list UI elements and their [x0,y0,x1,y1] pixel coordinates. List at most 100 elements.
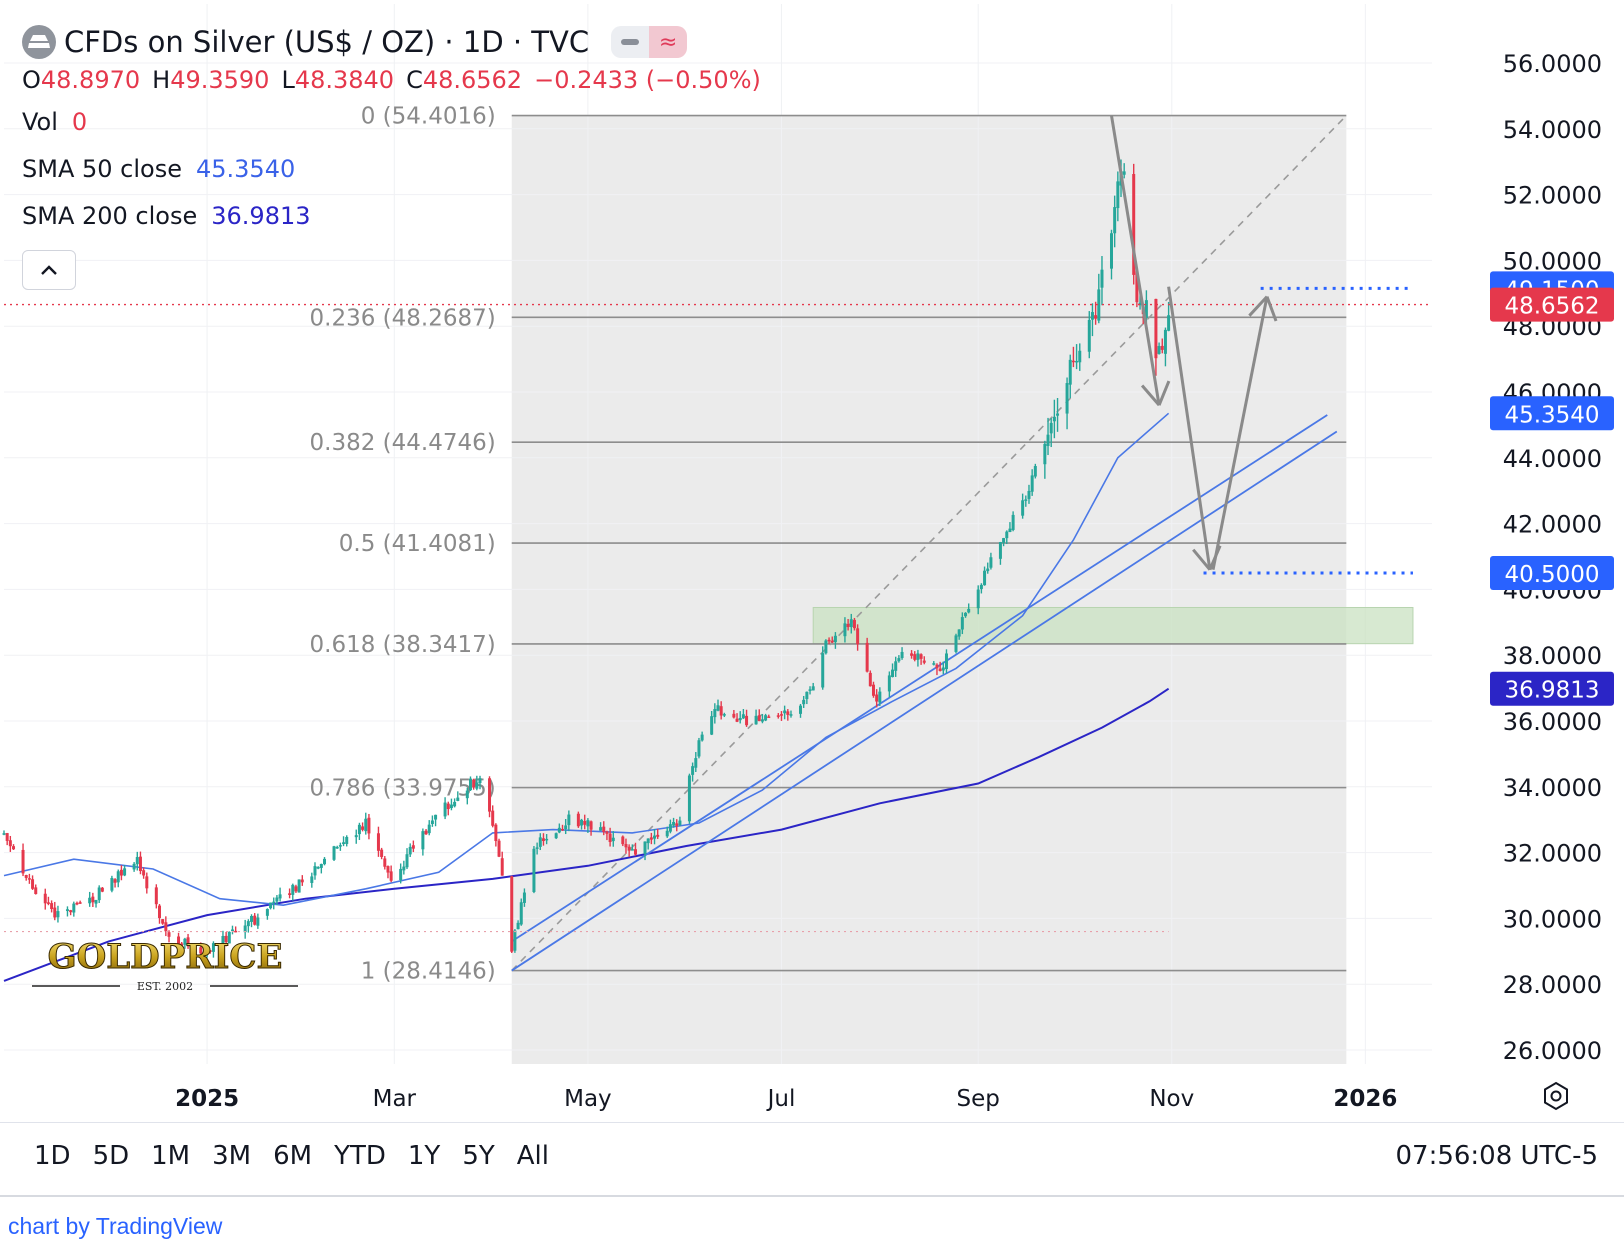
silver-price-chart[interactable]: 0 (54.4016) 0.236 (48.2687) 0.382 (44.4746… [0,0,1624,1122]
minus-icon[interactable] [611,26,650,58]
candle-body [960,617,964,630]
candle-body [754,715,758,725]
trend-line[interactable] [511,414,1328,943]
candle-body [805,691,809,700]
fib-level-label: 0.382 (44.4746) [310,430,496,456]
range-button-5d[interactable]: 5D [92,1141,130,1171]
price-badge[interactable]: 45.3540 [1490,396,1614,431]
goldprice-est: EST. 2002 [137,980,193,993]
settings-icon[interactable] [1540,1080,1572,1117]
range-button-5y[interactable]: 5Y [462,1141,495,1171]
range-button-3m[interactable]: 3M [212,1141,252,1171]
wave-icon[interactable]: ≈ [649,26,688,58]
candle-body [1027,490,1031,499]
candle-body [665,830,669,837]
candle-body [53,907,57,918]
scenario-arrow[interactable] [1110,115,1161,406]
candle-body [224,935,228,943]
symbol-title[interactable]: CFDs on Silver (US$ / OZ) · 1D · TVC [64,25,590,59]
candle-body [1024,499,1028,501]
candle-body [443,802,447,817]
price-badge-bg [1490,555,1614,590]
sma200-legend[interactable]: SMA 200 close 36.9813 [22,202,311,230]
candle-body [713,709,717,718]
candle-body [643,841,647,854]
price-tick-label: 50.0000 [1503,247,1602,275]
range-button-ytd[interactable]: YTD [334,1141,386,1171]
candle-body [154,887,158,905]
collapse-legend-button[interactable] [22,250,76,290]
candle-body [383,858,387,867]
range-button-6m[interactable]: 6M [273,1141,313,1171]
symbol-flags[interactable]: ≈ [611,26,688,58]
candle-body [583,821,587,825]
candle-body [1033,466,1037,477]
range-button-all[interactable]: All [516,1141,549,1171]
candle-body [272,901,276,904]
range-buttons: 1D 5D 1M 3M 6M YTD 1Y 5Y All [34,1141,549,1171]
candle-body [516,922,520,930]
candle-body [957,629,961,637]
candle-body [799,705,803,714]
candle-body [919,654,923,659]
candle-body [199,947,203,954]
price-badge[interactable]: 48.6562 [1490,287,1614,322]
candle-body [557,827,561,833]
candle-body [630,849,634,851]
sma50-legend[interactable]: SMA 50 close 45.3540 [22,155,295,183]
candle-body [843,623,847,637]
fib-level-label: 0.236 (48.2687) [310,305,496,331]
candle-body [738,718,742,721]
candle-body [361,826,365,830]
price-badge[interactable]: 40.5000 [1490,555,1614,590]
candle-body [824,640,828,654]
candle-body [700,734,704,741]
range-button-1d[interactable]: 1D [34,1141,71,1171]
candle-body [119,869,123,876]
candle-body [868,672,872,687]
candle-body [449,804,453,809]
candle-body [856,628,860,645]
candle-body [2,833,6,835]
candle-body [786,711,790,715]
fib-retracement[interactable]: 0 (54.4016) 0.236 (48.2687) 0.382 (44.4746… [310,104,1347,985]
high-label: H [152,66,171,94]
range-button-1m[interactable]: 1M [151,1141,191,1171]
price-badge-label: 40.5000 [1504,562,1599,588]
range-button-1y[interactable]: 1Y [407,1141,441,1171]
candle-body [161,919,165,924]
high-value: 49.3590 [170,66,270,94]
trend-line[interactable] [511,430,1338,972]
tradingview-credit-link[interactable]: chart by TradingView [8,1213,223,1239]
candle-body [535,847,539,849]
price-badge[interactable]: 36.9813 [1490,671,1614,706]
candle-body [932,663,936,665]
candle-body [246,921,250,927]
candle-body [938,668,942,672]
scenario-arrow-head [1248,295,1269,317]
candle-body [364,818,368,832]
clock-display[interactable]: 07:56:08 UTC-5 [1395,1141,1598,1171]
fib-level-label: 0 (54.4016) [361,104,496,130]
candle-body [675,823,679,826]
candle-body [5,833,9,841]
candle-body [110,877,114,891]
candle-body [1097,289,1101,321]
demand-zone[interactable] [812,606,1414,645]
scenario-arrow[interactable] [1211,296,1269,570]
volume-legend[interactable]: Vol 0 [22,108,87,136]
scenario-arrow[interactable] [1167,286,1212,570]
candle-body [935,664,939,669]
candle-body [335,846,339,849]
candle-body [519,902,523,925]
price-tick-label: 42.0000 [1503,511,1602,539]
candle-body [1056,413,1060,416]
candle-body [446,803,450,810]
candle-body [510,876,514,952]
candle-body [545,838,549,841]
candle-body [897,658,901,662]
candle-body [46,902,50,904]
candle-body [205,951,209,954]
candle-body [979,584,983,590]
candle-body [833,635,837,643]
